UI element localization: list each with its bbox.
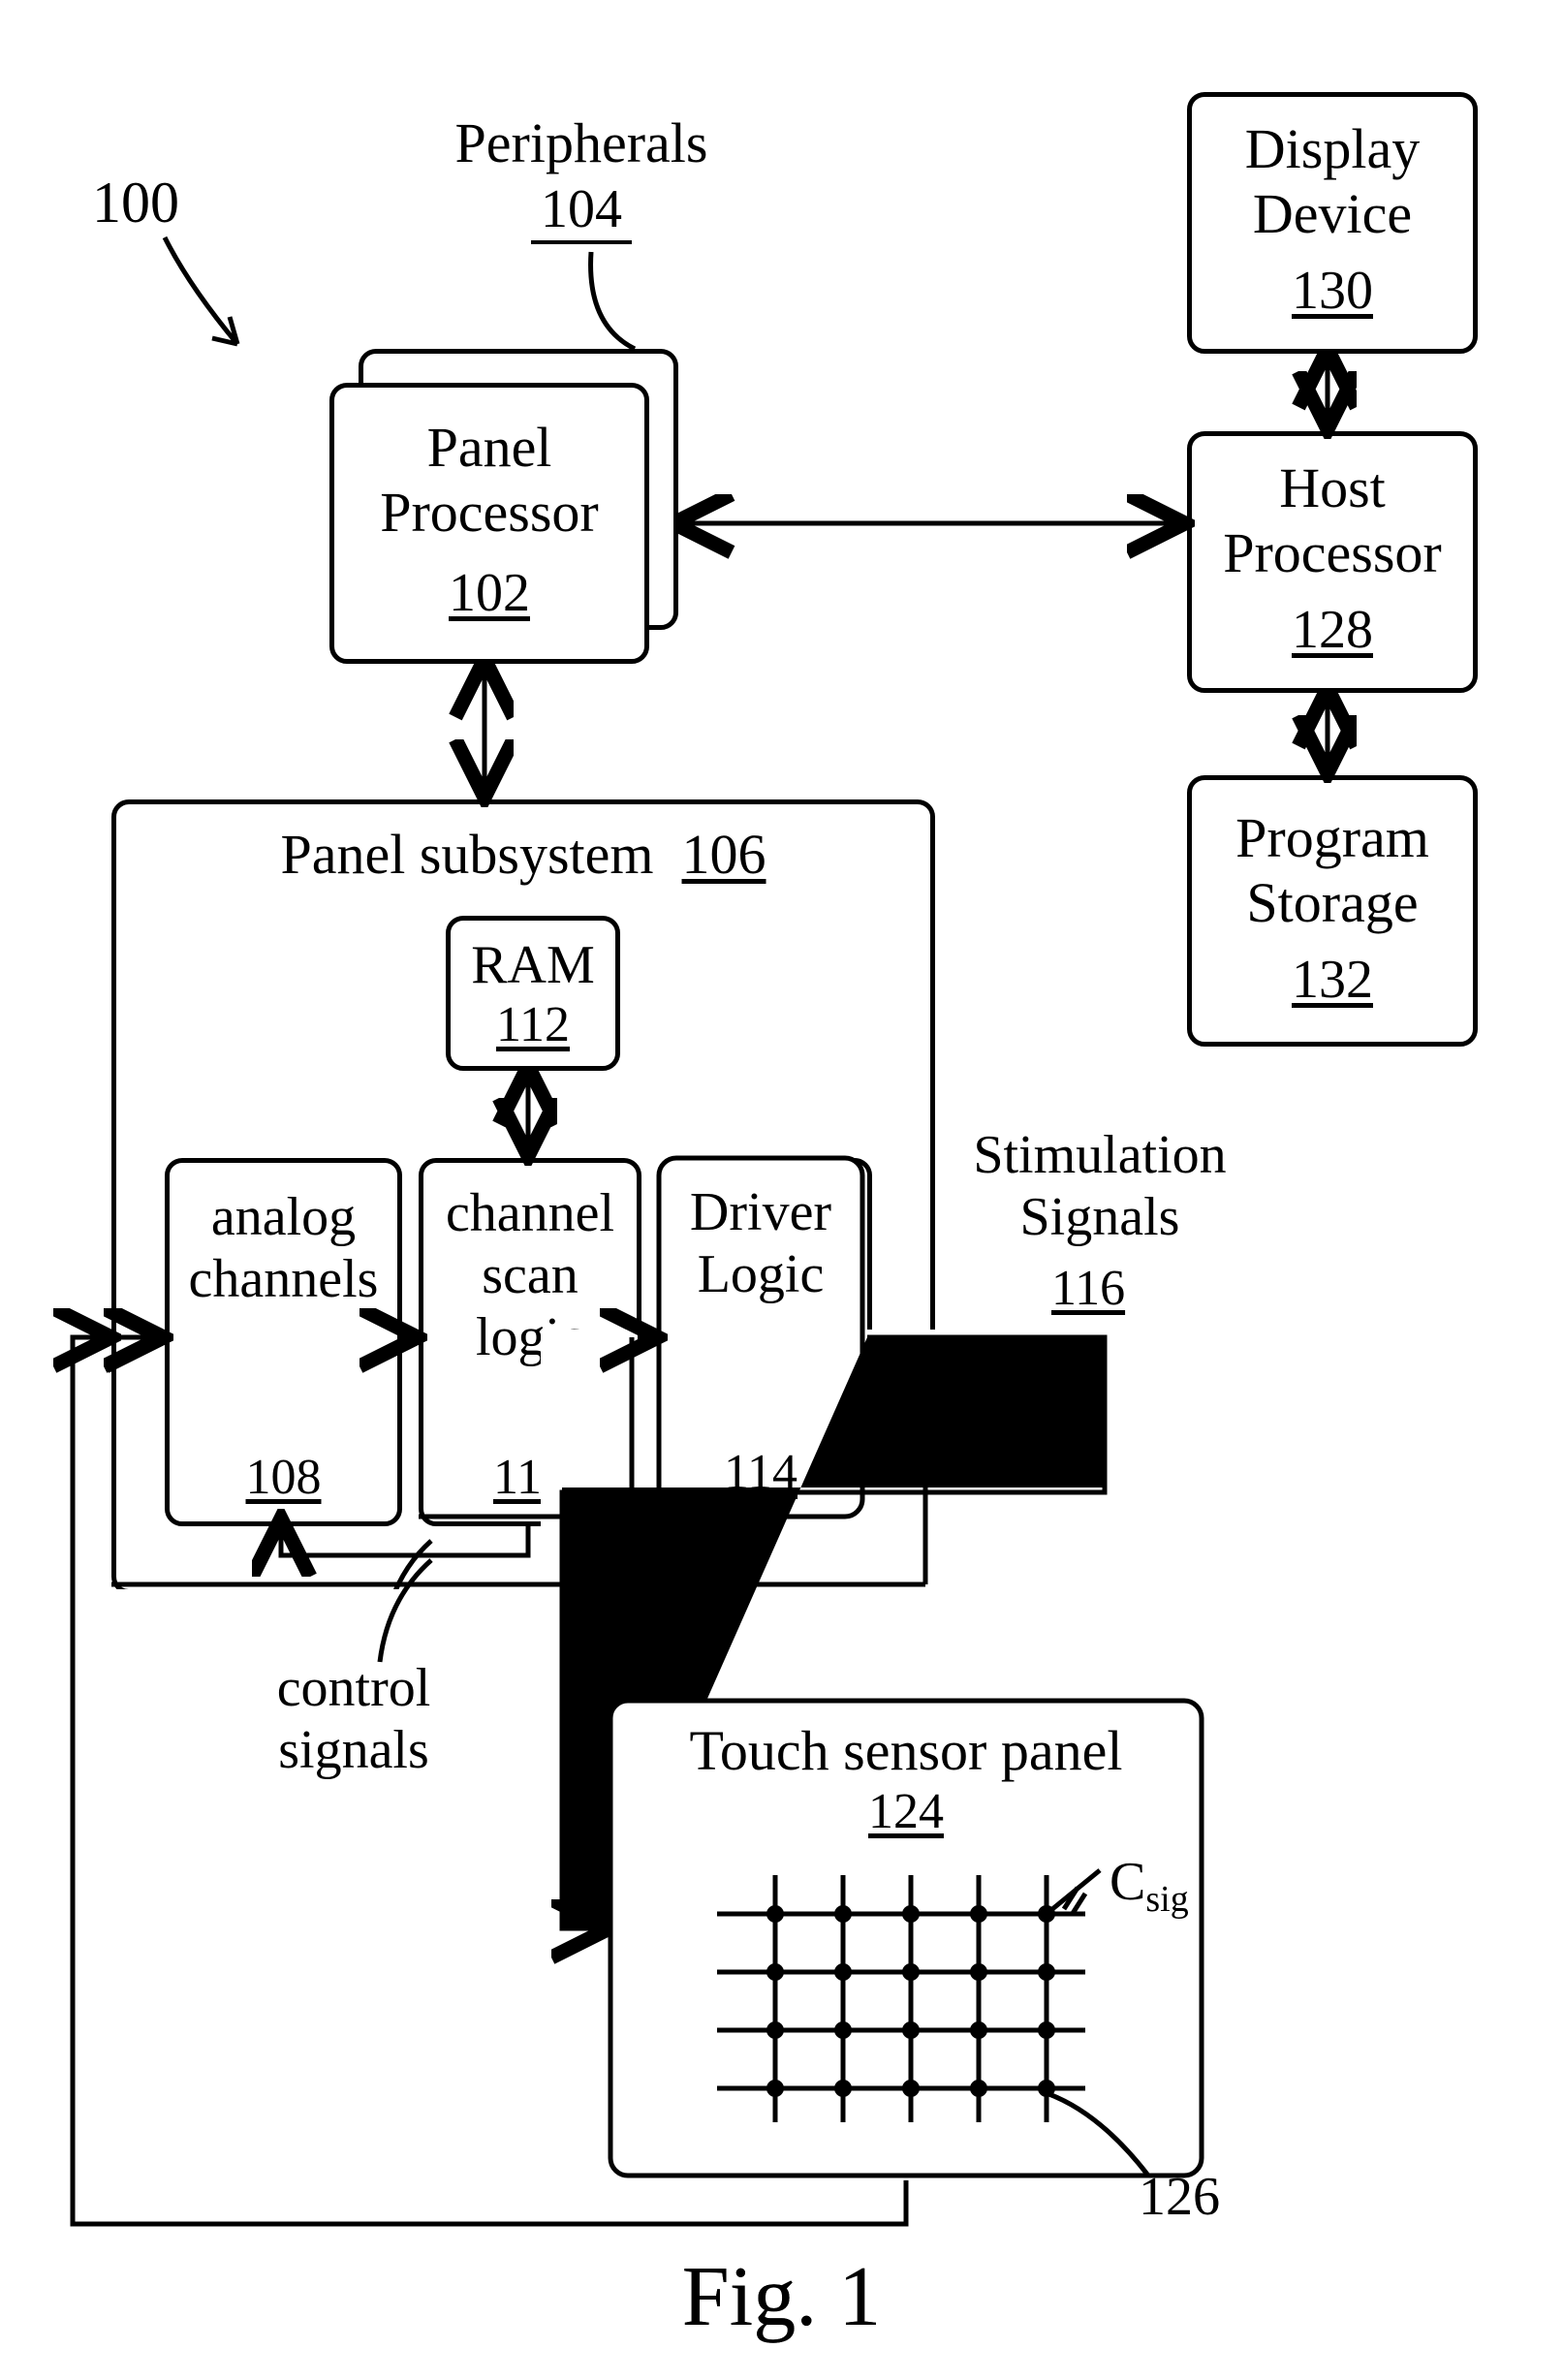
touch-sensor-panel-ref-2: 124 — [610, 1783, 1202, 1840]
csig-sub-2: sig — [1145, 1879, 1188, 1920]
driver-logic-ref-2: 114 — [659, 1444, 862, 1501]
csig-c-2: C — [1110, 1852, 1145, 1912]
pixel-ref-2: 126 — [1139, 2166, 1220, 2228]
touch-sensor-panel-label-2: Touch sensor panel — [610, 1718, 1202, 1783]
control-signals-leader-2 — [368, 1550, 485, 1686]
figure-label-2: Fig. 1 — [0, 2248, 1563, 2346]
csig-label-2: Csig — [1110, 1851, 1189, 1921]
driver-logic-overlay: Driver Logic 114 — [659, 1158, 862, 1517]
driver-logic-label-2: Driver Logic — [659, 1158, 862, 1305]
touch-panel-text-overlay: Touch sensor panel 124 — [610, 1701, 1202, 1840]
